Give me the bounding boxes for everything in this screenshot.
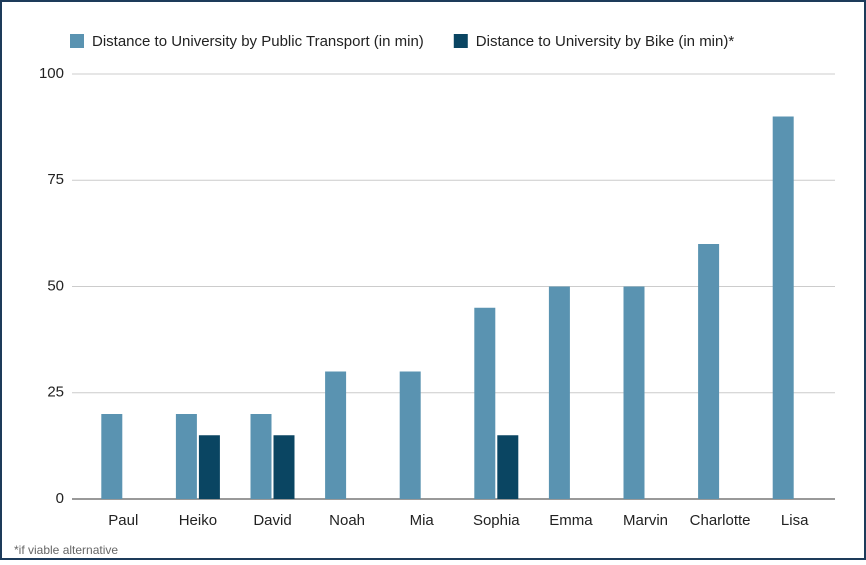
x-tick-label: David <box>253 512 291 529</box>
bar <box>250 414 272 499</box>
y-tick-label: 0 <box>56 490 64 507</box>
bar <box>497 435 519 499</box>
bar <box>101 414 123 499</box>
x-tick-label: Charlotte <box>690 512 751 529</box>
legend-label: Distance to University by Bike (in min)* <box>476 33 735 50</box>
footnote: *if viable alternative <box>14 543 118 557</box>
x-tick-label: Heiko <box>179 512 217 529</box>
legend-swatch <box>453 34 468 48</box>
bar <box>325 371 347 499</box>
bar <box>474 307 496 499</box>
bar <box>772 116 794 499</box>
bar <box>175 414 197 499</box>
x-tick-label: Paul <box>108 512 138 529</box>
bar <box>198 435 220 499</box>
y-tick-label: 50 <box>47 277 64 294</box>
legend-label: Distance to University by Public Transpo… <box>92 33 424 50</box>
x-tick-label: Sophia <box>473 512 520 529</box>
x-tick-label: Lisa <box>781 512 809 529</box>
legend-swatch <box>70 34 84 48</box>
x-tick-label: Emma <box>549 512 593 529</box>
x-tick-label: Noah <box>329 512 365 529</box>
y-tick-label: 25 <box>47 384 64 401</box>
y-tick-label: 75 <box>47 171 64 188</box>
bar <box>698 244 720 499</box>
x-tick-label: Mia <box>410 512 435 529</box>
bar <box>399 371 421 499</box>
bar <box>623 286 645 499</box>
bar <box>273 435 295 499</box>
x-tick-label: Marvin <box>623 512 668 529</box>
y-tick-label: 100 <box>39 65 64 82</box>
bar <box>548 286 570 499</box>
